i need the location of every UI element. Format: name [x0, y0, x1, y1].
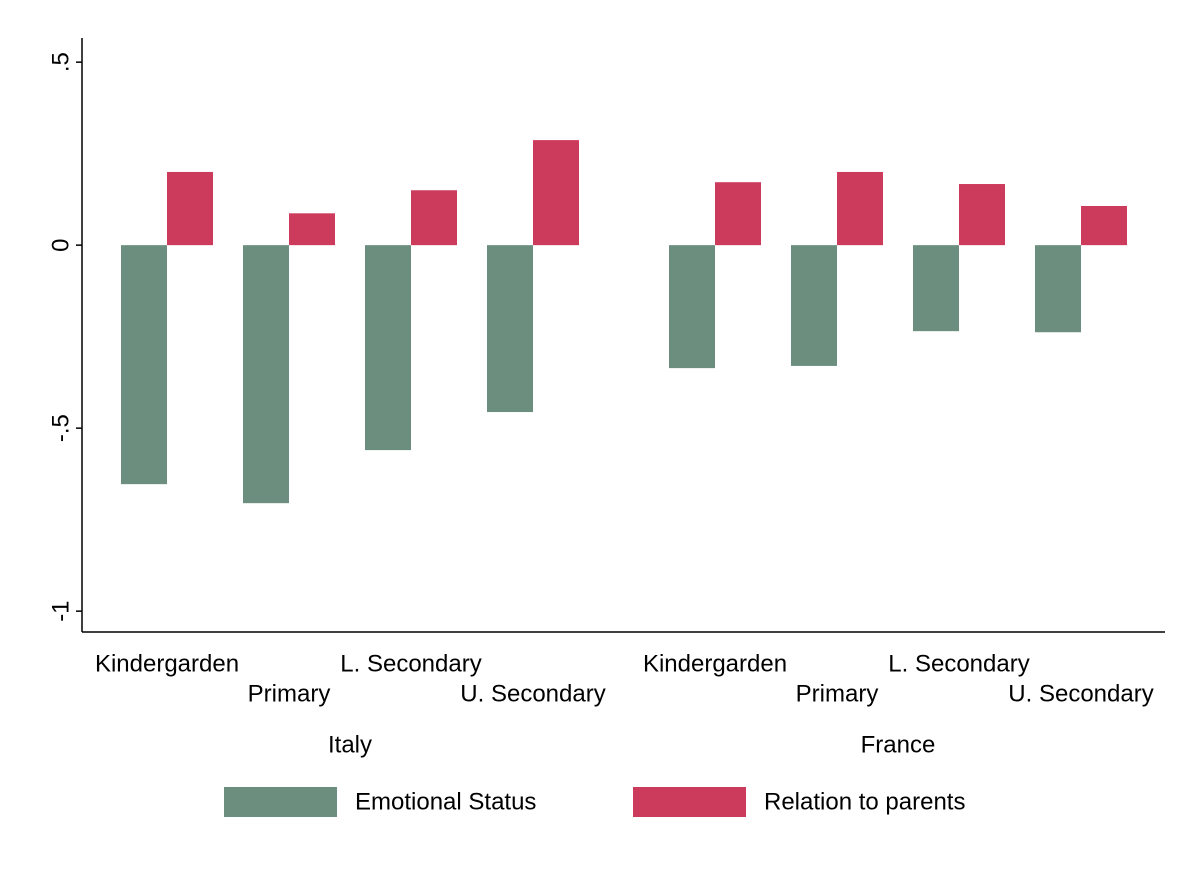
bar [487, 245, 533, 413]
bar [791, 245, 837, 366]
x-tick-label: U. Secondary [460, 680, 605, 707]
group-label: France [861, 731, 936, 758]
x-tick-label: Primary [248, 680, 331, 707]
legend-label: Relation to parents [764, 788, 965, 815]
bar [1035, 245, 1081, 333]
bar [533, 140, 579, 246]
bar [913, 245, 959, 332]
y-tick-label: -1 [47, 600, 74, 621]
x-tick-label: L. Secondary [888, 650, 1029, 677]
x-tick-label: U. Secondary [1008, 680, 1153, 707]
bar [289, 213, 335, 246]
bar [365, 245, 411, 451]
bar [167, 171, 213, 246]
bar [411, 190, 457, 246]
y-tick-label: -.5 [47, 414, 74, 442]
x-tick-label: Primary [796, 680, 879, 707]
bar [959, 184, 1005, 246]
bar [715, 182, 761, 246]
y-tick-label: 0 [47, 238, 74, 251]
x-tick-label: L. Secondary [340, 650, 481, 677]
y-tick-label: .5 [47, 52, 74, 72]
group-label: Italy [328, 731, 372, 758]
legend-swatch [224, 787, 337, 817]
x-tick-label: Kindergarden [95, 650, 239, 677]
bar [243, 245, 289, 504]
bar [669, 245, 715, 369]
legend-label: Emotional Status [355, 788, 536, 815]
bar [1081, 205, 1127, 246]
legend-swatch [633, 787, 746, 817]
bar [121, 245, 167, 485]
bar [837, 171, 883, 246]
x-tick-label: Kindergarden [643, 650, 787, 677]
